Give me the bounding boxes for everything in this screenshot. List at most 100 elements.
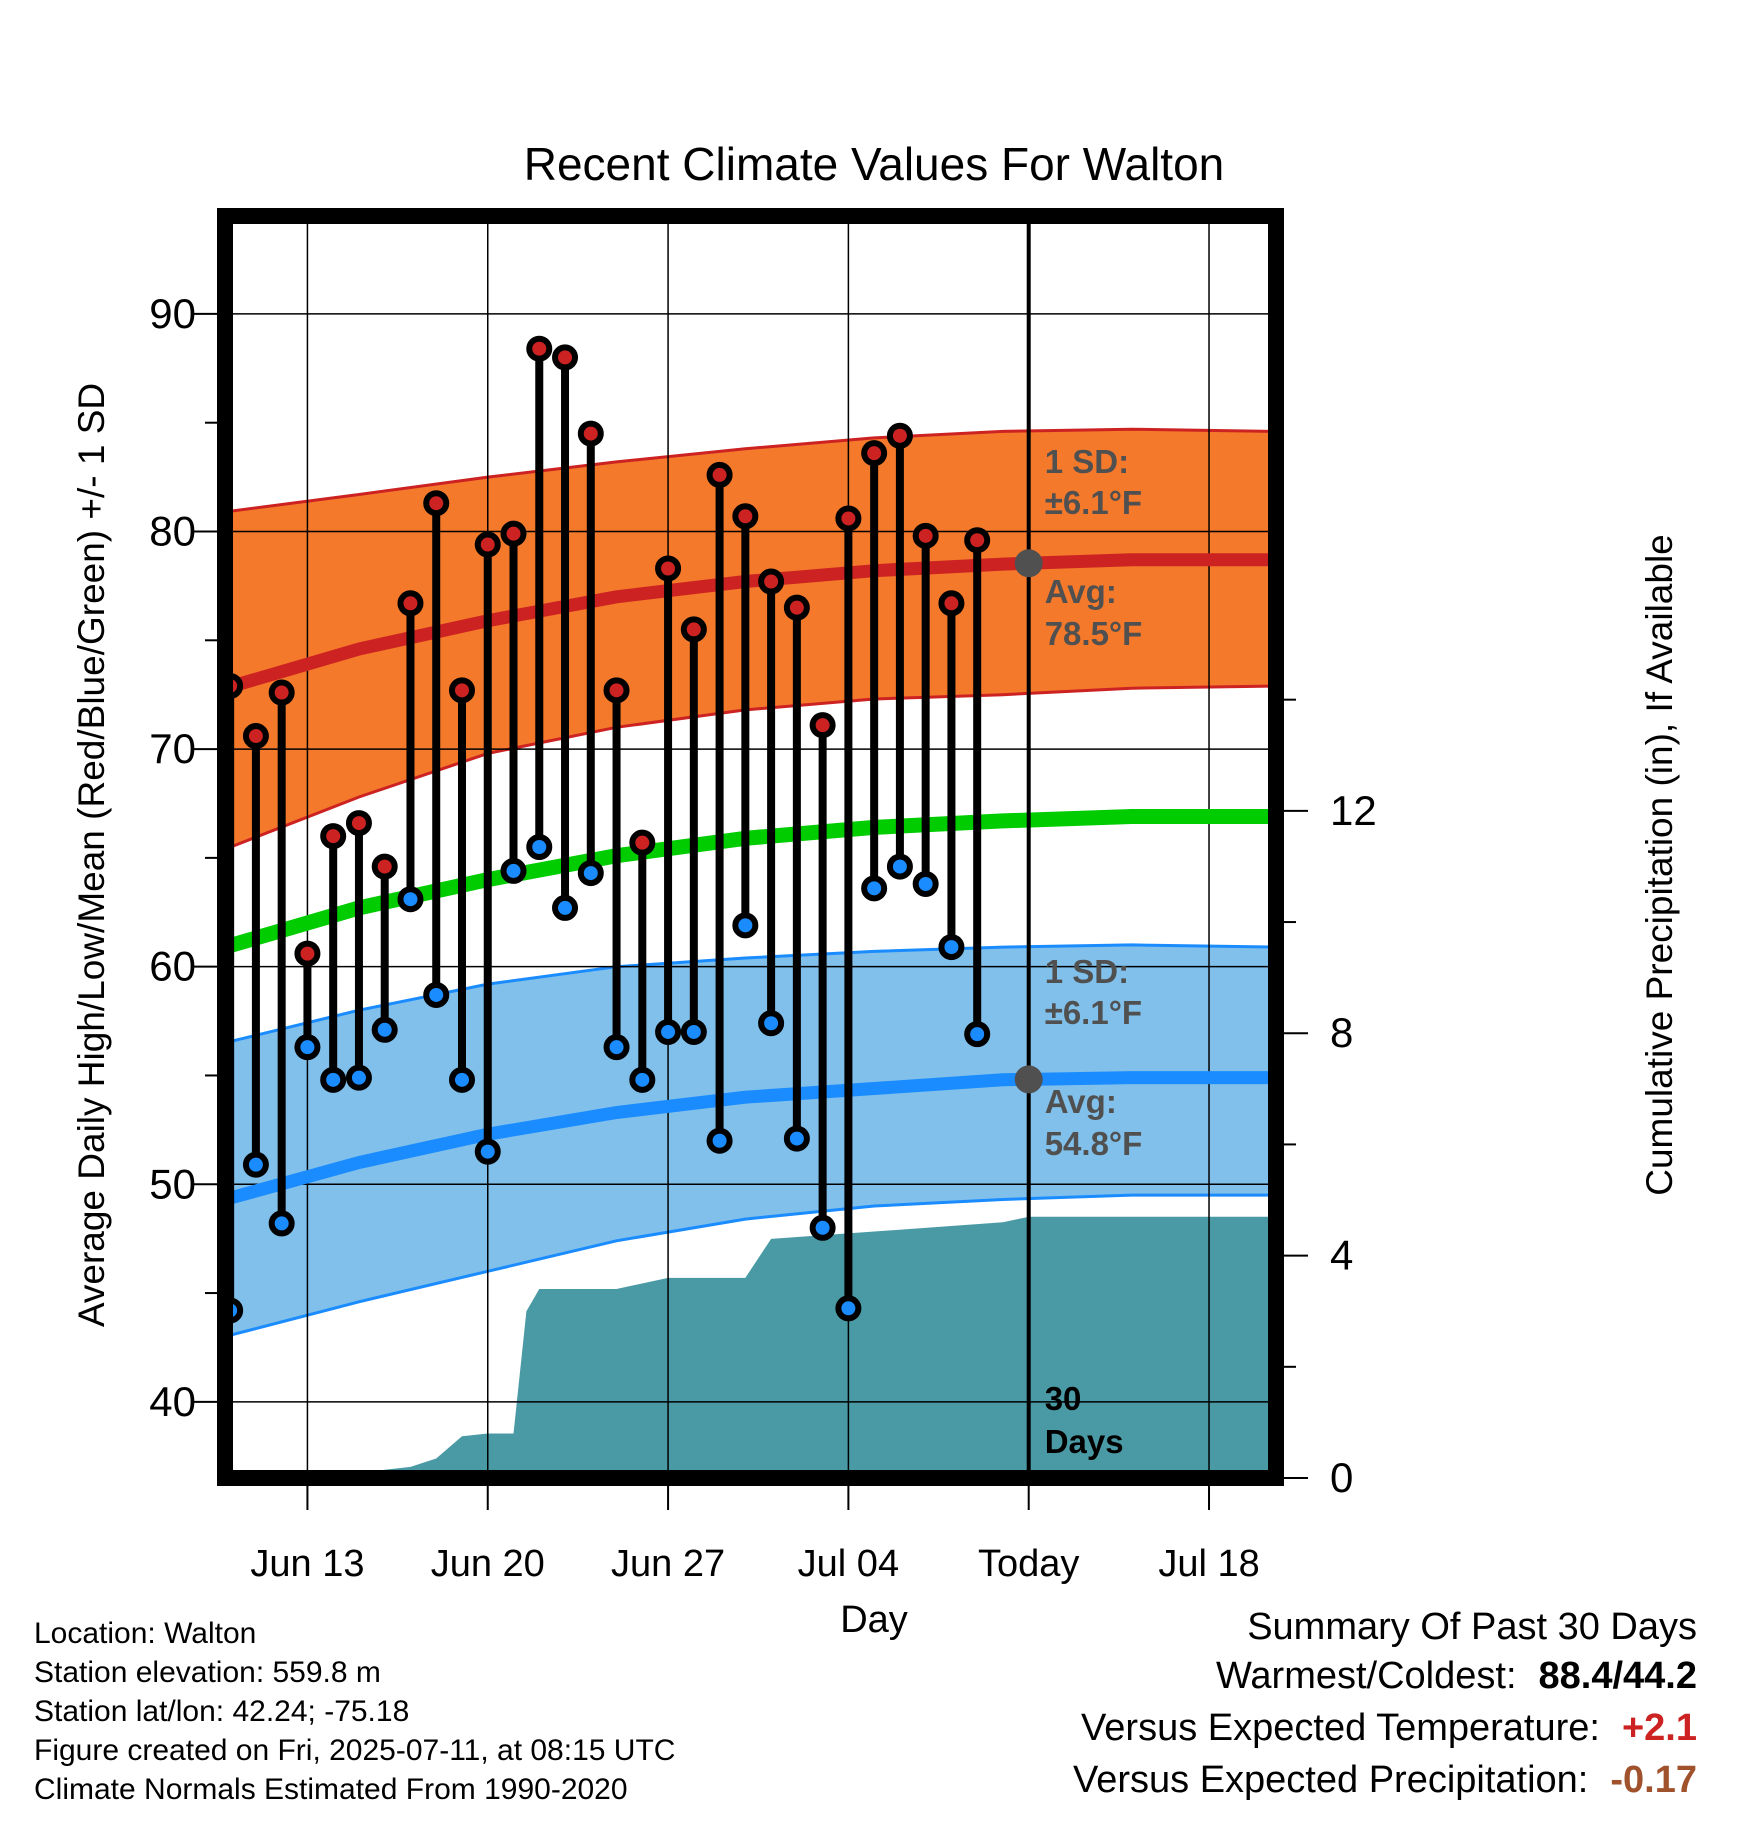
normals-text: Climate Normals Estimated From 1990-2020 (34, 1770, 675, 1809)
daily-high-point (478, 535, 498, 555)
station-info: Location: Walton Station elevation: 559.… (34, 1614, 675, 1809)
y-tick-label: 80 (149, 508, 196, 555)
daily-high-point (297, 944, 317, 964)
daily-high-point (838, 508, 858, 528)
daily-low-point (272, 1213, 292, 1233)
daily-high-point (761, 572, 781, 592)
temp-versus-label: Versus Expected Temperature: (1081, 1707, 1600, 1749)
x-tick-label: Jul 18 (1158, 1543, 1259, 1585)
precip-versus-label: Versus Expected Precipitation: (1073, 1759, 1588, 1801)
daily-high-point (890, 426, 910, 446)
daily-high-point (323, 826, 343, 846)
daily-high-point (426, 493, 446, 513)
y2-axis-label: Cumulative Precipitation (in), If Availa… (1639, 534, 1680, 1196)
daily-low-point (735, 915, 755, 935)
daily-low-point (710, 1131, 730, 1151)
y2-tick-label: 8 (1330, 1009, 1353, 1056)
summary-precip-row: Versus Expected Precipitation: -0.17 (1073, 1754, 1697, 1806)
daily-low-point (916, 874, 936, 894)
daily-low-point (400, 889, 420, 909)
daily-low-point (529, 837, 549, 857)
x-tick-label: Today (978, 1543, 1079, 1585)
daily-high-point (710, 465, 730, 485)
daily-low-point (632, 1070, 652, 1090)
y2-tick-label: 12 (1330, 787, 1377, 834)
high-avg-label: Avg: (1045, 573, 1117, 610)
daily-low-point (375, 1020, 395, 1040)
daily-high-point (864, 443, 884, 463)
high-sd-label: 1 SD: (1045, 443, 1129, 480)
y-axis-label: Average Daily High/Low/Mean (Red/Blue/Gr… (71, 383, 112, 1327)
daily-low-point (684, 1022, 704, 1042)
summary-temp-row: Versus Expected Temperature: +2.1 (1073, 1702, 1697, 1754)
daily-low-point (890, 857, 910, 877)
daily-low-point (838, 1298, 858, 1318)
daily-high-point (375, 857, 395, 877)
precip-versus-value: -0.17 (1610, 1754, 1697, 1806)
daily-low-point (813, 1218, 833, 1238)
daily-low-point (993, 0, 1013, 10)
daily-low-point (787, 1129, 807, 1149)
daily-low-point (246, 1155, 266, 1175)
latlon-text: Station lat/lon: 42.24; -75.18 (34, 1692, 675, 1731)
created-text: Figure created on Fri, 2025-07-11, at 08… (34, 1731, 675, 1770)
y-tick-label: 50 (149, 1160, 196, 1207)
daily-high-point (632, 833, 652, 853)
warmest-coldest-label: Warmest/Coldest: (1216, 1655, 1517, 1697)
summary-title: Summary Of Past 30 Days (1073, 1604, 1697, 1650)
low-avg-value: 54.8°F (1045, 1125, 1143, 1162)
low-avg-label: Avg: (1045, 1083, 1117, 1120)
daily-low-point (607, 1037, 627, 1057)
daily-high-point (452, 680, 472, 700)
x-tick-label: Jul 04 (798, 1543, 899, 1585)
x-tick-label: Jun 27 (611, 1543, 725, 1585)
temp-versus-value: +2.1 (1622, 1702, 1697, 1754)
daily-high-point (993, 0, 1013, 10)
daily-low-point (941, 937, 961, 957)
y-tick-label: 40 (149, 1378, 196, 1425)
daily-low-point (452, 1070, 472, 1090)
daily-low-point (658, 1022, 678, 1042)
low-sd-label: 1 SD: (1045, 953, 1129, 990)
summary-panel: Summary Of Past 30 Days Warmest/Coldest:… (1073, 1604, 1697, 1806)
warmest-coldest-value: 88.4/44.2 (1539, 1650, 1697, 1702)
daily-high-point (607, 680, 627, 700)
x-tick-label: Jun 13 (250, 1543, 364, 1585)
high-avg-value: 78.5°F (1045, 615, 1143, 652)
y-tick-label: 70 (149, 725, 196, 772)
x-tick-label: Jun 20 (431, 1543, 545, 1585)
daily-high-point (813, 715, 833, 735)
daily-high-point (581, 424, 601, 444)
today-high-avg-marker (1015, 549, 1043, 577)
daily-low-point (478, 1142, 498, 1162)
daily-high-point (349, 813, 369, 833)
y-tick-label: 90 (149, 290, 196, 337)
daily-high-point (246, 726, 266, 746)
daily-low-point (323, 1070, 343, 1090)
daily-low-point (297, 1037, 317, 1057)
daily-high-point (967, 530, 987, 550)
summary-warmest-row: Warmest/Coldest: 88.4/44.2 (1073, 1650, 1697, 1702)
daily-high-point (504, 524, 524, 544)
high-sd-value: ±6.1°F (1045, 484, 1142, 521)
daily-low-point (967, 1024, 987, 1044)
daily-high-point (916, 526, 936, 546)
period-number-label: 30 (1045, 1380, 1082, 1417)
daily-low-point (426, 985, 446, 1005)
daily-high-point (555, 347, 575, 367)
daily-low-point (761, 1013, 781, 1033)
y-tick-label: 60 (149, 943, 196, 990)
daily-low-point (864, 878, 884, 898)
y2-tick-label: 0 (1330, 1454, 1353, 1501)
y2-tick-label: 4 (1330, 1232, 1353, 1279)
daily-low-point (349, 1068, 369, 1088)
period-unit-label: Days (1045, 1423, 1124, 1460)
daily-high-point (735, 506, 755, 526)
daily-high-point (529, 339, 549, 359)
daily-high-point (941, 593, 961, 613)
daily-high-point (658, 558, 678, 578)
climate-chart: Recent Climate Values For Walton 1 SD: ±6… (0, 0, 1748, 1828)
daily-high-point (787, 598, 807, 618)
low-sd-value: ±6.1°F (1045, 994, 1142, 1031)
chart-title: Recent Climate Values For Walton (524, 138, 1225, 190)
